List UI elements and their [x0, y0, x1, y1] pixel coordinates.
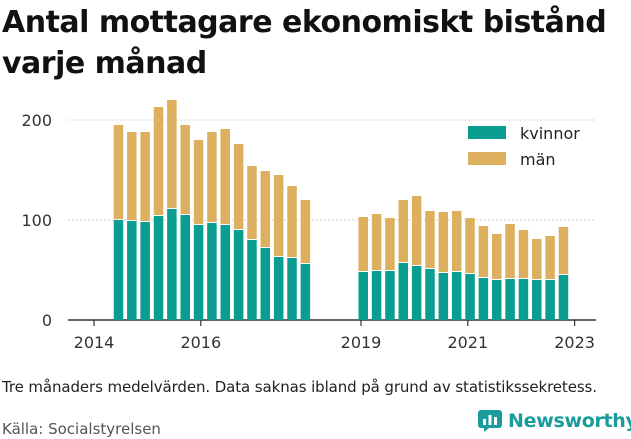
bar-kvinnor	[451, 272, 462, 320]
bar-man	[491, 234, 502, 279]
bar-kvinnor	[220, 225, 231, 320]
bar-kvinnor	[558, 275, 569, 320]
bar-kvinnor	[153, 216, 164, 320]
bar-man	[358, 217, 368, 271]
x-tick-label: 2014	[74, 333, 115, 352]
newsworthy-logo[interactable]: Newsworthy	[478, 410, 631, 432]
bar-man	[180, 125, 190, 214]
x-axis: 2014 2016 2019 2021 2023	[74, 320, 595, 352]
bar-chart: 0 100 200 2014 2016 2019 2021 2023 kvinnor män	[21, 100, 596, 352]
bar-man	[260, 171, 271, 247]
bar-kvinnor	[300, 264, 311, 320]
bar-kvinnor	[287, 258, 297, 320]
bar-kvinnor	[491, 280, 502, 320]
bar-kvinnor	[113, 220, 124, 320]
bar-kvinnor	[140, 222, 150, 320]
y-axis-labels: 0 100 200	[21, 111, 52, 330]
bar-man	[505, 224, 515, 278]
bar-man	[411, 196, 422, 265]
bar-man	[451, 211, 462, 271]
legend-label-kvinnor: kvinnor	[520, 124, 580, 143]
bar-man	[545, 236, 555, 279]
bar-man	[371, 214, 382, 270]
bar-kvinnor	[371, 271, 382, 320]
footnote: Tre månaders medelvärden. Data saknas ib…	[2, 378, 597, 396]
bar-man	[220, 129, 231, 224]
bar-kvinnor	[193, 225, 204, 320]
bar-man	[438, 212, 449, 272]
bar-kvinnor	[260, 248, 271, 320]
x-tick-label: 2019	[341, 333, 382, 352]
bar-kvinnor	[273, 257, 284, 320]
bar-man	[518, 230, 529, 278]
legend: kvinnor män	[468, 124, 580, 169]
bar-kvinnor	[438, 273, 449, 320]
bar-man	[398, 200, 409, 262]
y-tick-label: 100	[21, 211, 52, 230]
source-text: Källa: Socialstyrelsen	[2, 420, 161, 438]
bar-kvinnor	[478, 278, 489, 320]
bar-man	[140, 132, 150, 221]
bar-man	[113, 125, 124, 219]
bar-man	[167, 100, 177, 208]
bar-man	[273, 175, 284, 256]
bar-kvinnor	[518, 279, 529, 320]
bar-man	[478, 226, 489, 277]
x-tick-label: 2016	[180, 333, 221, 352]
bar-man	[127, 132, 137, 220]
bars	[113, 100, 569, 320]
logo-icon	[478, 410, 502, 432]
bar-kvinnor	[180, 215, 190, 320]
brand-name: Newsworthy	[508, 410, 631, 432]
bar-man	[247, 166, 257, 239]
bar-man	[193, 140, 204, 224]
chart-title: Antal mottagare ekonomiskt bistånd varje…	[2, 5, 607, 81]
bar-man	[300, 200, 311, 263]
bar-kvinnor	[411, 266, 422, 320]
legend-swatch-kvinnor	[468, 126, 506, 139]
bar-kvinnor	[127, 221, 137, 320]
bar-kvinnor	[385, 271, 395, 320]
bar-kvinnor	[167, 209, 177, 320]
bar-kvinnor	[398, 263, 409, 320]
bar-kvinnor	[465, 274, 475, 320]
y-tick-label: 0	[42, 311, 52, 330]
bar-man	[287, 186, 297, 257]
bar-man	[385, 218, 395, 270]
bar-man	[425, 211, 435, 268]
bar-kvinnor	[425, 269, 435, 320]
bar-man	[558, 227, 569, 274]
x-tick-label: 2021	[447, 333, 488, 352]
bar-kvinnor	[532, 280, 542, 320]
bar-man	[207, 132, 217, 222]
bar-kvinnor	[233, 230, 244, 320]
legend-swatch-man	[468, 152, 506, 165]
legend-label-man: män	[520, 150, 556, 169]
bar-kvinnor	[358, 272, 368, 320]
y-tick-label: 200	[21, 111, 52, 130]
bar-kvinnor	[247, 240, 257, 320]
bar-man	[465, 218, 475, 273]
bar-kvinnor	[545, 280, 555, 320]
x-tick-label: 2023	[554, 333, 595, 352]
bar-man	[532, 239, 542, 279]
bar-man	[233, 144, 244, 229]
bar-man	[153, 107, 164, 215]
bar-kvinnor	[505, 279, 515, 320]
bar-kvinnor	[207, 223, 217, 320]
